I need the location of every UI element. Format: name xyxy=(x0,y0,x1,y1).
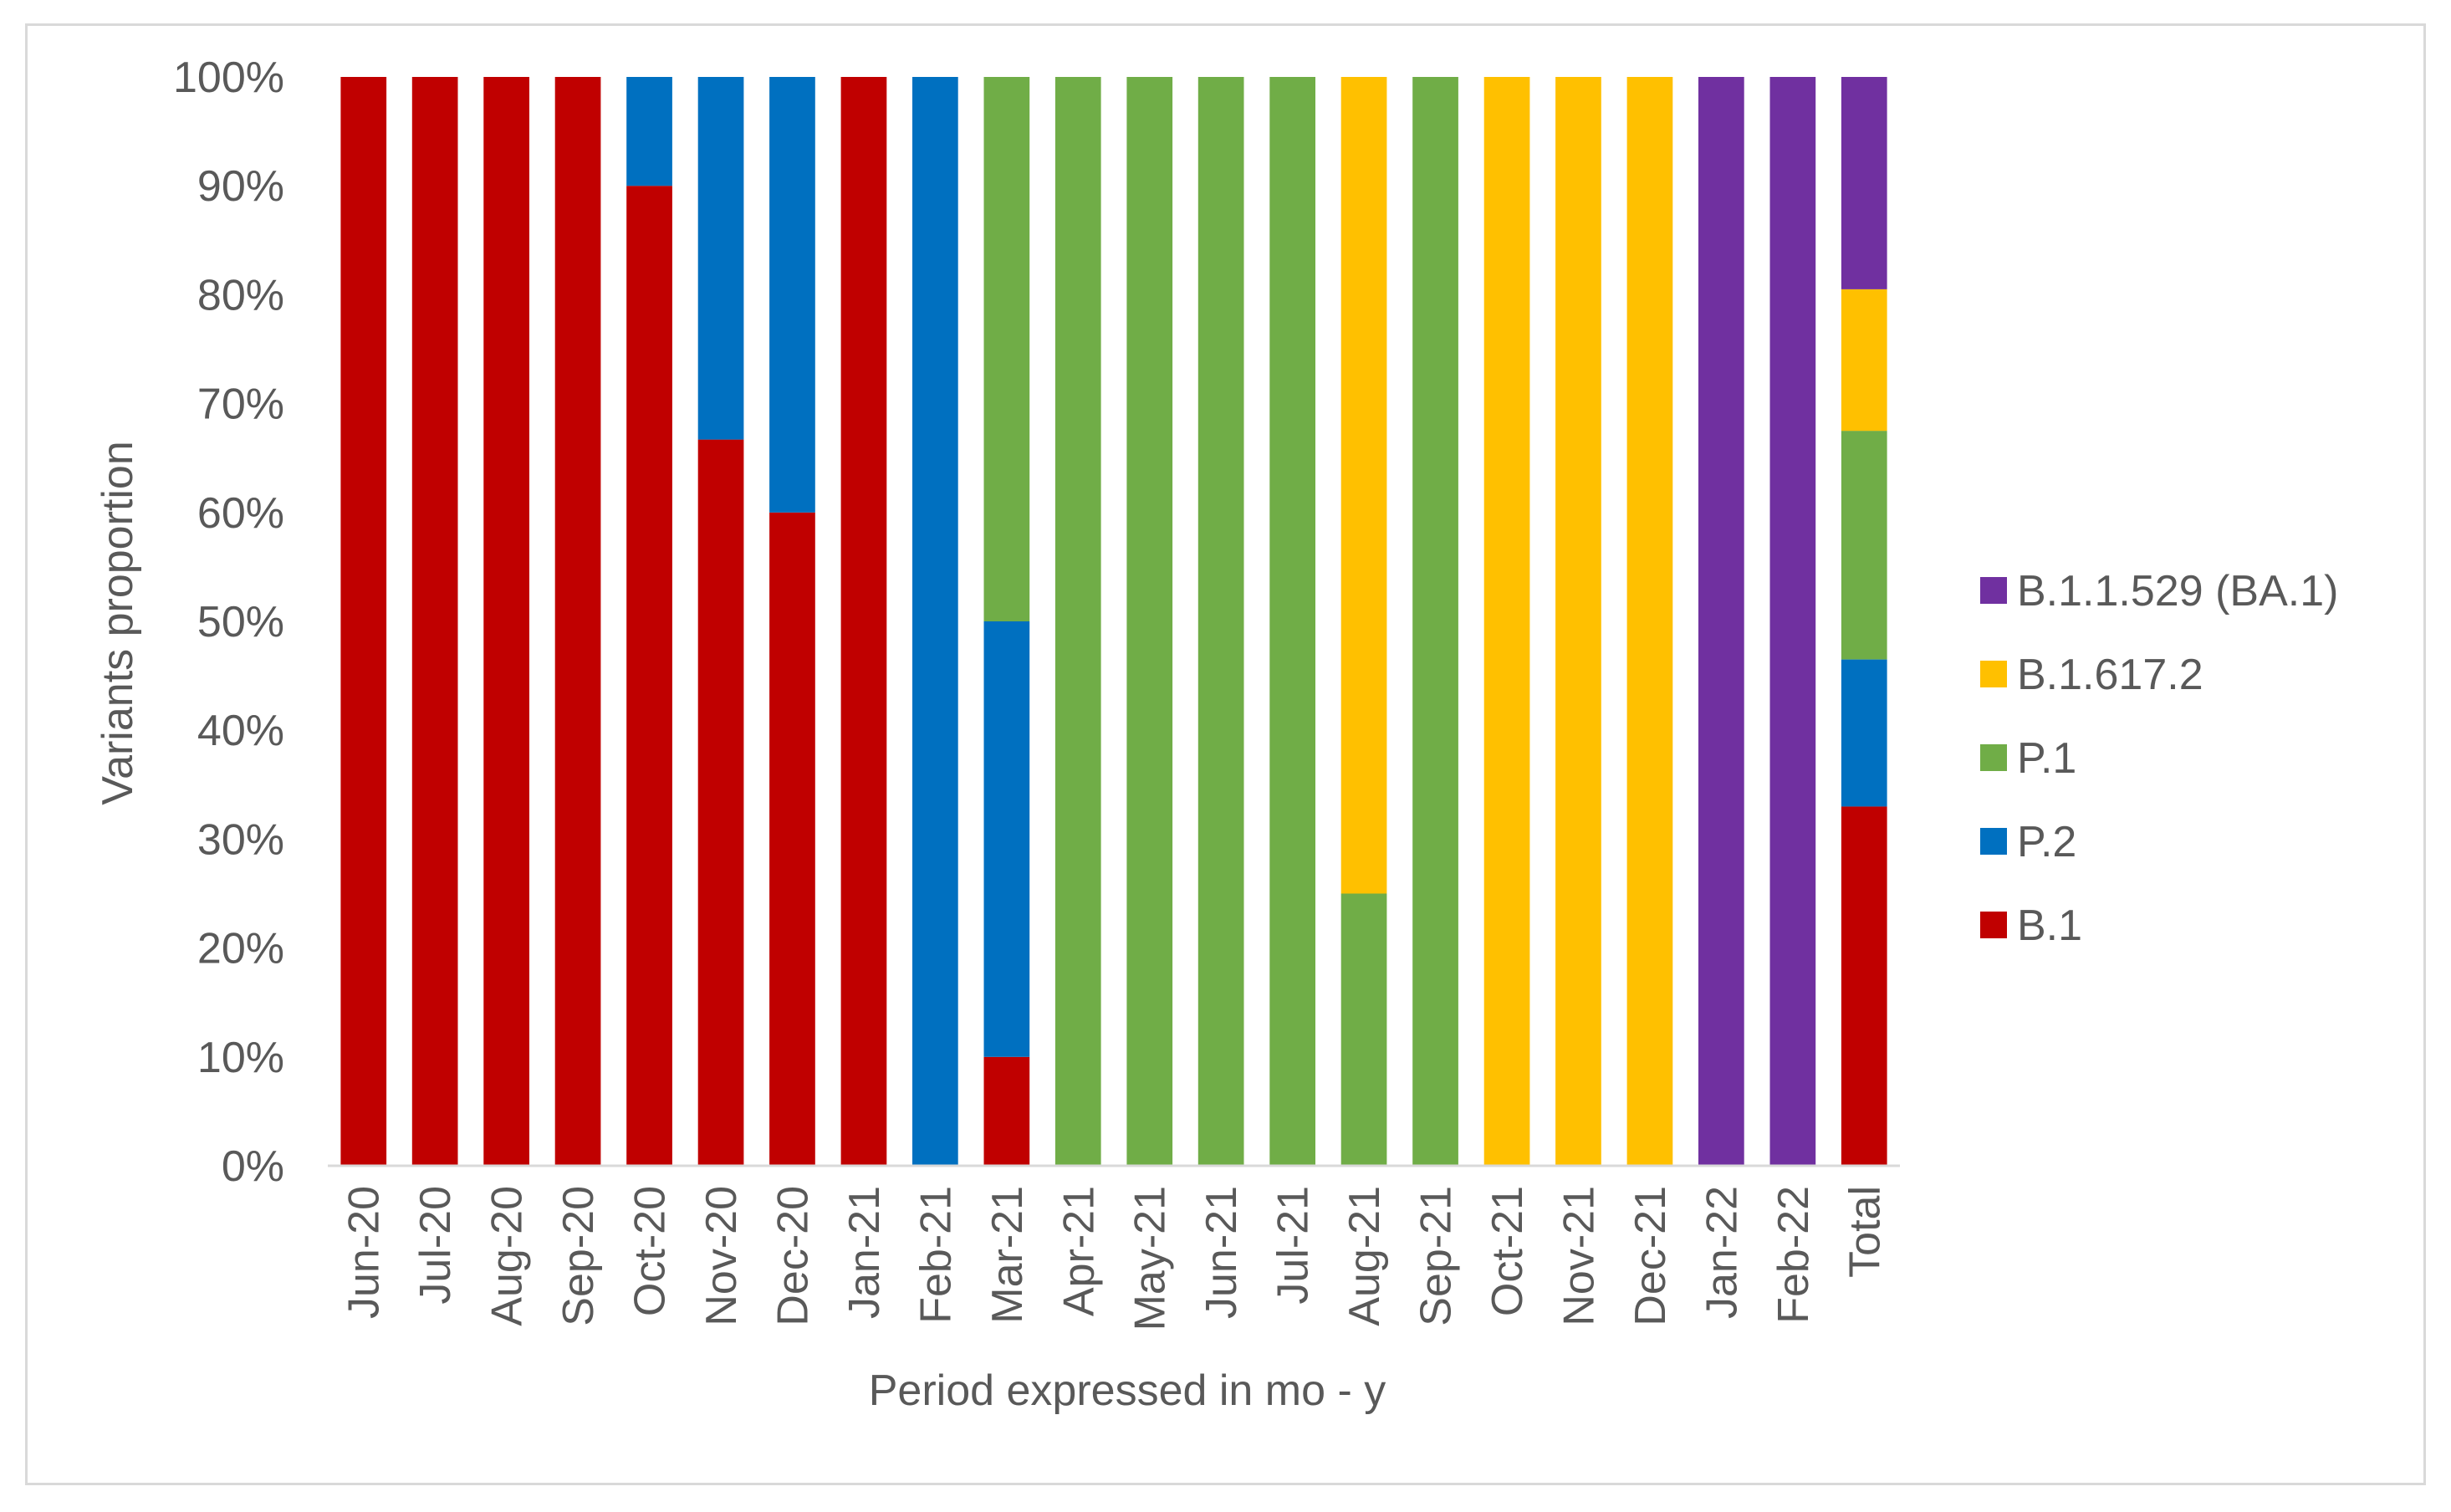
x-tick-label: Aug-20 xyxy=(483,1186,532,1326)
x-tick-label: Sep-20 xyxy=(554,1186,603,1326)
bar-segment-mar-21-p-1 xyxy=(983,77,1030,621)
x-tick-label: Aug-21 xyxy=(1340,1186,1389,1326)
bar-segment-dec-20-p-2 xyxy=(769,77,815,513)
x-tick-label: Total xyxy=(1841,1186,1889,1278)
bar-segment-dec-21-b-1-617-2 xyxy=(1626,77,1673,1166)
bar-segment-jun-20-b-1 xyxy=(340,77,387,1166)
bar-segment-feb-22-b-1-1-529-ba-1- xyxy=(1769,77,1816,1166)
bar-segment-jan-21-b-1 xyxy=(840,77,887,1166)
legend-swatch-p-2 xyxy=(1980,828,2007,855)
bar-segment-feb-21-p-2 xyxy=(912,77,958,1166)
legend-swatch-p-1 xyxy=(1980,744,2007,771)
bar-segment-jun-21-p-1 xyxy=(1197,77,1244,1166)
y-tick-label: 80% xyxy=(197,271,284,319)
x-axis-title: Period expressed in mo - y xyxy=(869,1366,1386,1415)
x-tick-label: Jul-20 xyxy=(411,1186,460,1305)
bar-segment-dec-20-b-1 xyxy=(769,512,815,1166)
bar-segment-nov-20-p-2 xyxy=(697,77,744,440)
x-tick-label: May-21 xyxy=(1126,1186,1175,1331)
bar-segment-total-b-1-617-2 xyxy=(1841,289,1887,432)
bar-segment-mar-21-p-2 xyxy=(983,621,1030,1057)
bar-segment-total-b-1-1-529-ba-1- xyxy=(1841,77,1887,289)
legend-label: B.1.617.2 xyxy=(2017,651,2203,699)
bar-segment-total-b-1 xyxy=(1841,806,1887,1166)
bar-segment-nov-21-b-1-617-2 xyxy=(1555,77,1601,1166)
y-tick-label: 20% xyxy=(197,925,284,973)
y-tick-label: 100% xyxy=(173,54,284,102)
legend-swatch-b-1 xyxy=(1980,912,2007,938)
x-tick-label: Feb-22 xyxy=(1769,1186,1818,1324)
legend-label: B.1.1.529 (BA.1) xyxy=(2017,567,2338,616)
bar-segment-may-21-p-1 xyxy=(1126,77,1173,1166)
x-tick-label: Dec-20 xyxy=(769,1186,818,1326)
y-tick-label: 50% xyxy=(197,598,284,646)
x-tick-label: Jan-21 xyxy=(840,1186,889,1319)
y-tick-label: 70% xyxy=(197,381,284,429)
bar-segment-total-p-1 xyxy=(1841,431,1887,660)
legend-label: B.1 xyxy=(2017,902,2082,950)
x-tick-label: Jun-21 xyxy=(1197,1186,1246,1319)
y-tick-label: 90% xyxy=(197,162,284,211)
bar-segment-apr-21-p-1 xyxy=(1054,77,1101,1166)
x-tick-label: Nov-21 xyxy=(1555,1186,1604,1326)
bar-segment-nov-20-b-1 xyxy=(697,439,744,1166)
y-axis-title: Variants proportion xyxy=(94,441,142,805)
x-tick-label: Oct-21 xyxy=(1483,1186,1532,1316)
bar-segment-sep-20-b-1 xyxy=(554,77,601,1166)
y-tick-label: 0% xyxy=(222,1142,284,1191)
x-tick-label: Jul-21 xyxy=(1269,1186,1318,1305)
legend-swatch-b-1-617-2 xyxy=(1980,661,2007,687)
x-tick-label: Sep-21 xyxy=(1412,1186,1461,1326)
x-tick-label: Jan-22 xyxy=(1698,1186,1746,1319)
bar-segment-oct-20-p-2 xyxy=(626,77,672,186)
bar-segment-mar-21-b-1 xyxy=(983,1056,1030,1166)
bar-segment-aug-21-p-1 xyxy=(1340,893,1387,1166)
bar-segment-jul-20-b-1 xyxy=(411,77,458,1166)
x-tick-label: Apr-21 xyxy=(1054,1186,1103,1316)
x-tick-label: Oct-20 xyxy=(626,1186,675,1316)
legend-swatch-b-1-1-529-ba-1- xyxy=(1980,577,2007,604)
bar-segment-jan-22-b-1-1-529-ba-1- xyxy=(1698,77,1744,1166)
legend-label: P.2 xyxy=(2017,818,2076,866)
legend-label: P.1 xyxy=(2017,734,2076,783)
bar-segment-aug-21-b-1-617-2 xyxy=(1340,77,1387,894)
y-tick-label: 10% xyxy=(197,1034,284,1082)
x-tick-label: Feb-21 xyxy=(911,1186,960,1324)
bar-segment-oct-21-b-1-617-2 xyxy=(1483,77,1530,1166)
bar-segment-jul-21-p-1 xyxy=(1269,77,1315,1166)
y-tick-label: 60% xyxy=(197,489,284,538)
y-tick-label: 30% xyxy=(197,815,284,864)
x-tick-label: Jun-20 xyxy=(340,1186,389,1319)
bar-segment-aug-20-b-1 xyxy=(483,77,529,1166)
x-tick-label: Dec-21 xyxy=(1626,1186,1675,1326)
y-tick-label: 40% xyxy=(197,707,284,755)
bar-segment-total-p-2 xyxy=(1841,659,1887,807)
bar-segment-sep-21-p-1 xyxy=(1412,77,1458,1166)
bar-segment-oct-20-b-1 xyxy=(626,186,672,1167)
x-tick-label: Mar-21 xyxy=(983,1186,1032,1324)
x-tick-label: Nov-20 xyxy=(697,1186,746,1326)
